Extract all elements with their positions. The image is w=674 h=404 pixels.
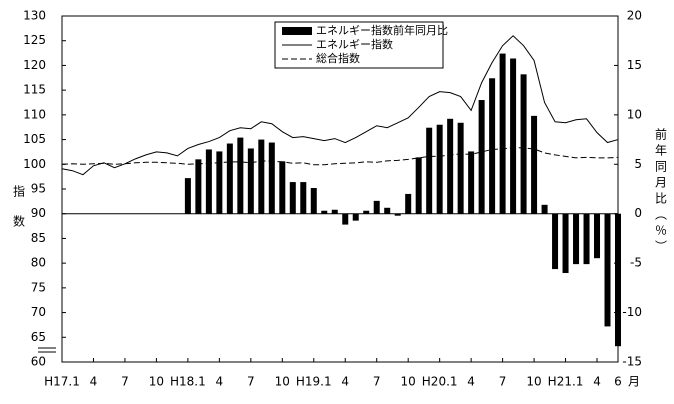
- bar: [594, 213, 601, 259]
- bar: [604, 213, 611, 327]
- bar: [583, 213, 590, 265]
- bar: [436, 124, 443, 214]
- y-tick-label: 75: [31, 280, 46, 294]
- x-tick-label: 4: [216, 375, 224, 389]
- y2-tick-label: -10: [622, 305, 642, 319]
- x-tick-label: 4: [90, 375, 98, 389]
- x-tick-label: 4: [341, 375, 349, 389]
- y-tick-label: 110: [23, 107, 46, 121]
- x-tick-label: 7: [499, 375, 507, 389]
- y2-axis-label: 前年同月比（％）: [654, 127, 668, 256]
- x-tick-label: 7: [373, 375, 381, 389]
- bar: [195, 159, 202, 214]
- y-tick-label: 105: [23, 132, 46, 146]
- y-tick-label: 80: [31, 256, 46, 270]
- bar: [384, 207, 391, 214]
- bar: [342, 213, 349, 225]
- x-tick-label: 10: [401, 375, 416, 389]
- series-line: [61, 35, 619, 176]
- y-tick-label: 95: [31, 182, 46, 196]
- x-tick-label: 10: [275, 375, 290, 389]
- bar: [268, 142, 275, 214]
- bar: [205, 149, 212, 214]
- bar: [552, 213, 559, 270]
- x-tick-label: H21.1: [548, 375, 584, 389]
- x-tick-label: 4: [467, 375, 475, 389]
- x-unit: 月: [628, 375, 640, 389]
- y-tick-label: 115: [23, 83, 46, 97]
- x-tick-label: 10: [149, 375, 164, 389]
- x-tick-label: 6: [614, 375, 622, 389]
- bar: [247, 148, 254, 214]
- x-tick-label: H20.1: [422, 375, 458, 389]
- legend-label: エネルギー指数: [316, 37, 393, 51]
- legend-label: 総合指数: [316, 51, 360, 65]
- bar: [226, 143, 233, 214]
- x-tick-label: H19.1: [296, 375, 332, 389]
- bar: [615, 213, 621, 347]
- bar: [394, 213, 401, 216]
- bar: [426, 127, 433, 214]
- bar: [237, 137, 244, 214]
- y-tick-label: 90: [31, 206, 46, 220]
- x-tick-label: 7: [121, 375, 129, 389]
- bar: [541, 204, 548, 214]
- bar: [520, 74, 527, 214]
- y2-tick-label: 15: [627, 58, 642, 72]
- bar: [489, 78, 496, 214]
- bar: [478, 100, 485, 214]
- y2-tick-label: 0: [634, 206, 642, 220]
- y-tick-label: 120: [23, 58, 46, 72]
- bar: [289, 182, 296, 214]
- bar: [216, 151, 223, 214]
- bar: [447, 118, 454, 214]
- bar: [415, 157, 422, 214]
- x-tick-label: 4: [593, 375, 601, 389]
- bar: [352, 213, 359, 221]
- bar: [300, 182, 307, 214]
- legend-swatch: [282, 27, 312, 35]
- y-tick-label: 100: [23, 157, 46, 171]
- bar: [499, 53, 506, 214]
- y-tick-label: 65: [31, 330, 46, 344]
- bar: [321, 210, 328, 214]
- bar: [457, 122, 464, 214]
- bar: [510, 58, 517, 214]
- y2-tick-label: 5: [634, 157, 642, 171]
- bar: [373, 200, 380, 214]
- y-tick-label: 125: [23, 33, 46, 47]
- bar: [363, 210, 370, 214]
- x-tick-label: 7: [247, 375, 255, 389]
- y2-tick-label: -15: [622, 355, 642, 369]
- bar: [562, 213, 569, 274]
- y-tick-label: 85: [31, 231, 46, 245]
- bar: [310, 188, 317, 214]
- y2-tick-label: -5: [630, 256, 642, 270]
- x-tick-label: H18.1: [170, 375, 206, 389]
- bar: [405, 193, 412, 214]
- bar: [279, 161, 286, 214]
- y2-tick-label: 20: [627, 9, 642, 23]
- y-tick-label: 60: [31, 355, 46, 369]
- y-tick-label: 70: [31, 305, 46, 319]
- bar: [258, 139, 265, 214]
- y-tick-label: 130: [23, 9, 46, 23]
- bar: [468, 151, 475, 214]
- y2-tick-label: 10: [627, 107, 642, 121]
- bar: [331, 209, 338, 214]
- x-tick-label: 10: [526, 375, 541, 389]
- bar: [531, 115, 538, 214]
- y-axis-label: 指数: [12, 184, 26, 245]
- series-line: [61, 146, 619, 166]
- bar: [184, 178, 191, 214]
- legend-label: エネルギー指数前年同月比: [316, 23, 448, 37]
- x-tick-label: H17.1: [44, 375, 80, 389]
- bar: [573, 213, 580, 265]
